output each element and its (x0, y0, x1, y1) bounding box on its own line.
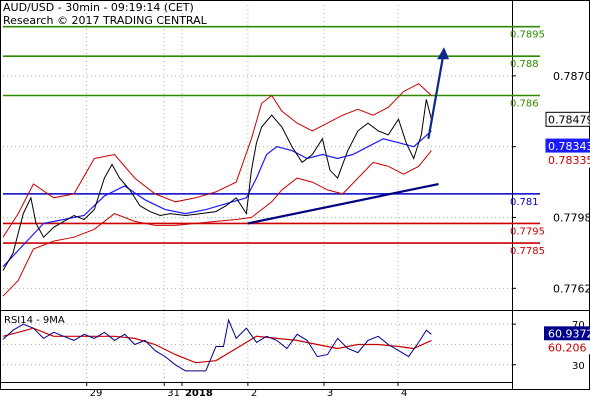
rsi-line (2, 318, 432, 372)
rsi-y-tick-label: 70 (572, 320, 585, 331)
bollinger-band-lower (2, 150, 432, 297)
rsi-badge (544, 326, 590, 341)
moving-average-line (2, 130, 432, 268)
level-label-support: 0.7795 (510, 226, 545, 237)
x-tick-label: 29 (90, 388, 103, 399)
price-badge-last (545, 111, 590, 127)
price-badge-label-ma: 0.78343 (548, 140, 590, 153)
rsi-badge (544, 340, 590, 355)
price-line (2, 99, 432, 271)
x-tick-label: 2018 (185, 388, 213, 399)
forecast-arrow-shaft (427, 56, 445, 139)
chart-frame (0, 0, 590, 390)
x-tick-label: 3 (327, 388, 333, 399)
rsi-ma-line (2, 327, 432, 364)
level-label-pivot: 0.781 (510, 197, 539, 208)
x-tick-label: 2 (251, 388, 257, 399)
chart-copyright: Research © 2017 TRADING CENTRAL (3, 14, 207, 27)
chart-title: AUD/USD - 30min - 09:19:14 (CET) (3, 1, 194, 14)
rsi-badge-label: 60.206 (548, 341, 587, 354)
forecast-arrow-head (437, 47, 450, 60)
level-label-support: 0.7785 (510, 246, 545, 257)
rsi-badge-label: 60.9372 (548, 327, 590, 340)
level-label-resistance: 0.788 (510, 59, 539, 70)
support-trendline (247, 182, 439, 225)
bollinger-band-upper (2, 83, 432, 238)
price-badge-band (545, 152, 590, 168)
y-tick-label: 0.7870 (553, 70, 590, 83)
level-label-resistance: 0.7895 (510, 30, 545, 41)
x-tick-label: 4 (401, 388, 407, 399)
rsi-title: RSI14 - 9MA (4, 315, 65, 326)
x-tick-label: 31 (167, 388, 180, 399)
rsi-y-tick-label: 30 (572, 361, 585, 372)
level-label-resistance: 0.786 (510, 99, 539, 110)
price-badge-label-band: 0.78335 (548, 154, 590, 167)
y-tick-label: 0.7798 (553, 211, 590, 224)
price-badge-label-last: 0.78479 (548, 113, 590, 126)
y-tick-label: 0.7762 (553, 282, 590, 295)
